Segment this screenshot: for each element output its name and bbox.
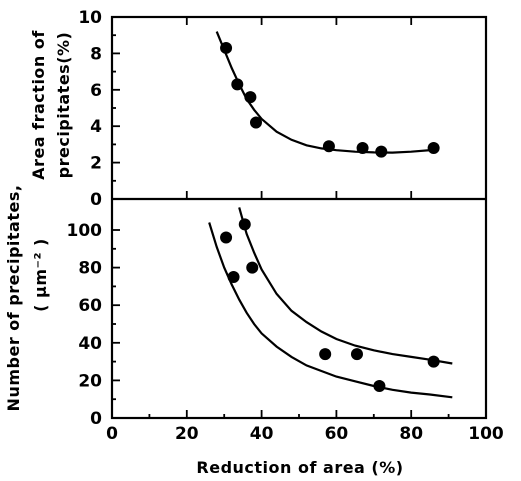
bottom-ytick-label: 0: [90, 409, 102, 429]
xtick-label: 60: [325, 424, 349, 444]
xtick-label: 40: [250, 424, 274, 444]
bottom-data-point: [246, 261, 259, 274]
bottom-data-point: [227, 271, 240, 283]
top-data-point: [249, 116, 262, 129]
top-data-point: [375, 145, 388, 158]
bottom-data-point: [319, 348, 332, 361]
fit-curves-layer: [208, 31, 453, 399]
top-ytick-label: 4: [90, 117, 102, 137]
xtick-label: 0: [106, 424, 118, 444]
top-ytick-label: 6: [90, 81, 102, 101]
xtick-label: 100: [468, 424, 504, 444]
bottom-ytick-label: 40: [78, 334, 102, 354]
bottom-data-point: [220, 231, 233, 244]
x-axis-title: Reduction of area (%): [196, 458, 403, 477]
top-ylabel-line2: precipitates(%): [54, 32, 73, 179]
ticks-layer: [111, 16, 487, 419]
top-ytick-label: 0: [90, 190, 102, 210]
top-ytick-label: 8: [90, 44, 102, 64]
xtick-label: 80: [399, 424, 423, 444]
bottom-ytick-label: 20: [78, 371, 102, 391]
top-data-point: [244, 91, 257, 104]
top-data-point: [427, 142, 440, 155]
top-data-point: [231, 78, 244, 91]
bottom-ylabel-outer: Number of precipitates,: [4, 185, 23, 412]
bottom-ylabel-unit: ( μm⁻² ): [31, 238, 50, 312]
top-data-point: [356, 142, 369, 155]
bottom-fit-curve-upper: [238, 207, 453, 365]
top-data-point: [220, 41, 233, 54]
top-ytick-label: 10: [78, 8, 102, 28]
bottom-data-point: [350, 348, 363, 361]
top-ylabel-line1: Area fraction of: [29, 30, 48, 180]
bottom-ytick-label: 100: [67, 221, 103, 241]
bottom-fit-curve-lower: [208, 222, 453, 399]
bottom-ytick-label: 60: [78, 296, 102, 316]
data-points-layer: [220, 41, 440, 393]
top-data-point: [322, 140, 335, 153]
bottom-ytick-label: 80: [78, 259, 102, 279]
xtick-label: 20: [175, 424, 199, 444]
bottom-data-point: [427, 355, 440, 368]
bottom-data-point: [373, 380, 386, 393]
top-ytick-label: 2: [90, 154, 102, 174]
bottom-data-point: [238, 218, 251, 231]
